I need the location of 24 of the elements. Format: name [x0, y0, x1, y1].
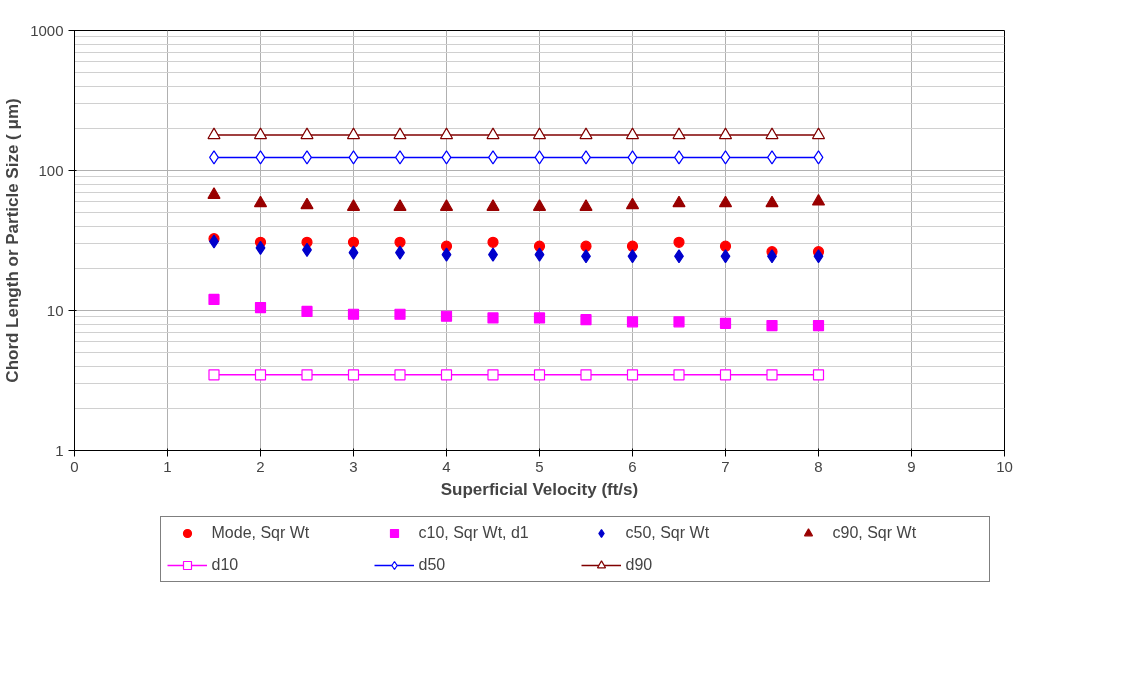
x-tick-label: 10 — [996, 457, 1013, 475]
x-tick-label: 0 — [70, 457, 79, 475]
x-tick-label: 3 — [349, 457, 358, 475]
legend-label: d10 — [211, 555, 240, 574]
y-tick-label: 1000 — [30, 21, 64, 39]
y-tick-label: 1 — [55, 441, 64, 459]
y-tick-label: 10 — [46, 301, 64, 319]
legend-label: d50 — [418, 555, 447, 574]
legend-label: c90, Sqr Wt — [832, 523, 918, 542]
legend-label: c10, Sqr Wt, d1 — [418, 523, 530, 542]
legend-label: d90 — [625, 555, 654, 574]
y-axis-title: Chord Length or Particle Size ( μm) — [3, 98, 23, 383]
x-tick-label: 9 — [907, 457, 916, 475]
y-tick-label: 100 — [38, 161, 64, 179]
x-tick-label: 4 — [442, 457, 451, 475]
x-tick-label: 8 — [814, 457, 823, 475]
legend-label: c50, Sqr Wt — [625, 523, 711, 542]
x-tick-label: 1 — [163, 457, 172, 475]
legend-label: Mode, Sqr Wt — [211, 523, 311, 542]
x-tick-label: 7 — [721, 457, 730, 475]
x-axis-title: Superficial Velocity (ft/s) — [440, 479, 639, 499]
x-tick-label: 2 — [256, 457, 265, 475]
x-tick-label: 6 — [628, 457, 637, 475]
x-tick-label: 5 — [535, 457, 544, 475]
